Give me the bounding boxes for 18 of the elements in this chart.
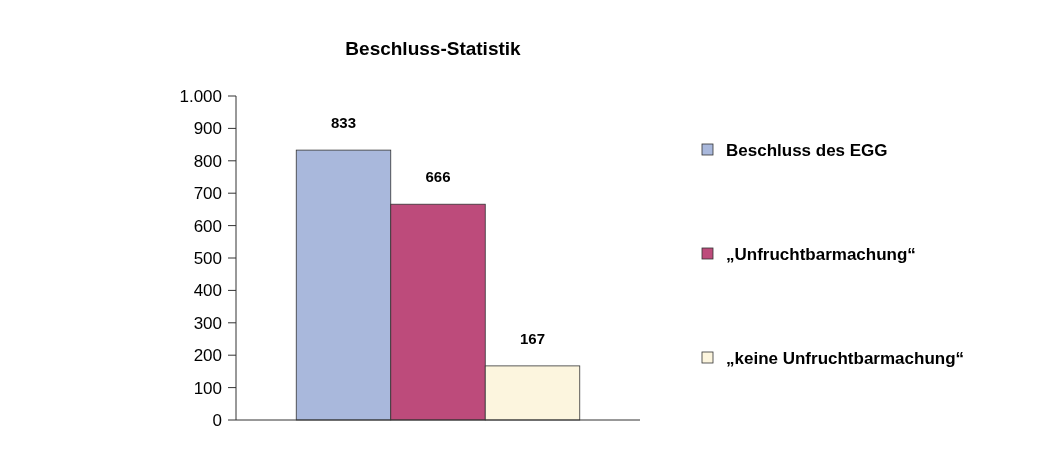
y-tick-label: 100 bbox=[193, 378, 222, 398]
data-label: 666 bbox=[425, 168, 451, 186]
y-tick-label: 400 bbox=[193, 281, 222, 301]
y-tick-label: 500 bbox=[193, 248, 222, 268]
legend-label: „Unfruchtbarmachung“ bbox=[726, 244, 916, 264]
chart-title: Beschluss-Statistik bbox=[345, 38, 522, 59]
y-tick-label: 800 bbox=[193, 151, 222, 171]
y-tick-label: 700 bbox=[193, 184, 222, 204]
y-tick-label: 300 bbox=[193, 313, 222, 333]
data-label: 167 bbox=[519, 329, 546, 347]
y-tick-label: 0 bbox=[212, 410, 222, 430]
legend-label: Beschluss des EGG bbox=[726, 140, 888, 160]
legend-label: „keine Unfruchtbarmachung“ bbox=[726, 348, 965, 368]
y-tick-label: 200 bbox=[193, 346, 222, 366]
data-label: 833 bbox=[330, 114, 357, 132]
y-tick-label: 900 bbox=[193, 119, 222, 139]
y-tick-label: 1.000 bbox=[179, 86, 222, 106]
y-tick-label: 600 bbox=[193, 216, 222, 236]
